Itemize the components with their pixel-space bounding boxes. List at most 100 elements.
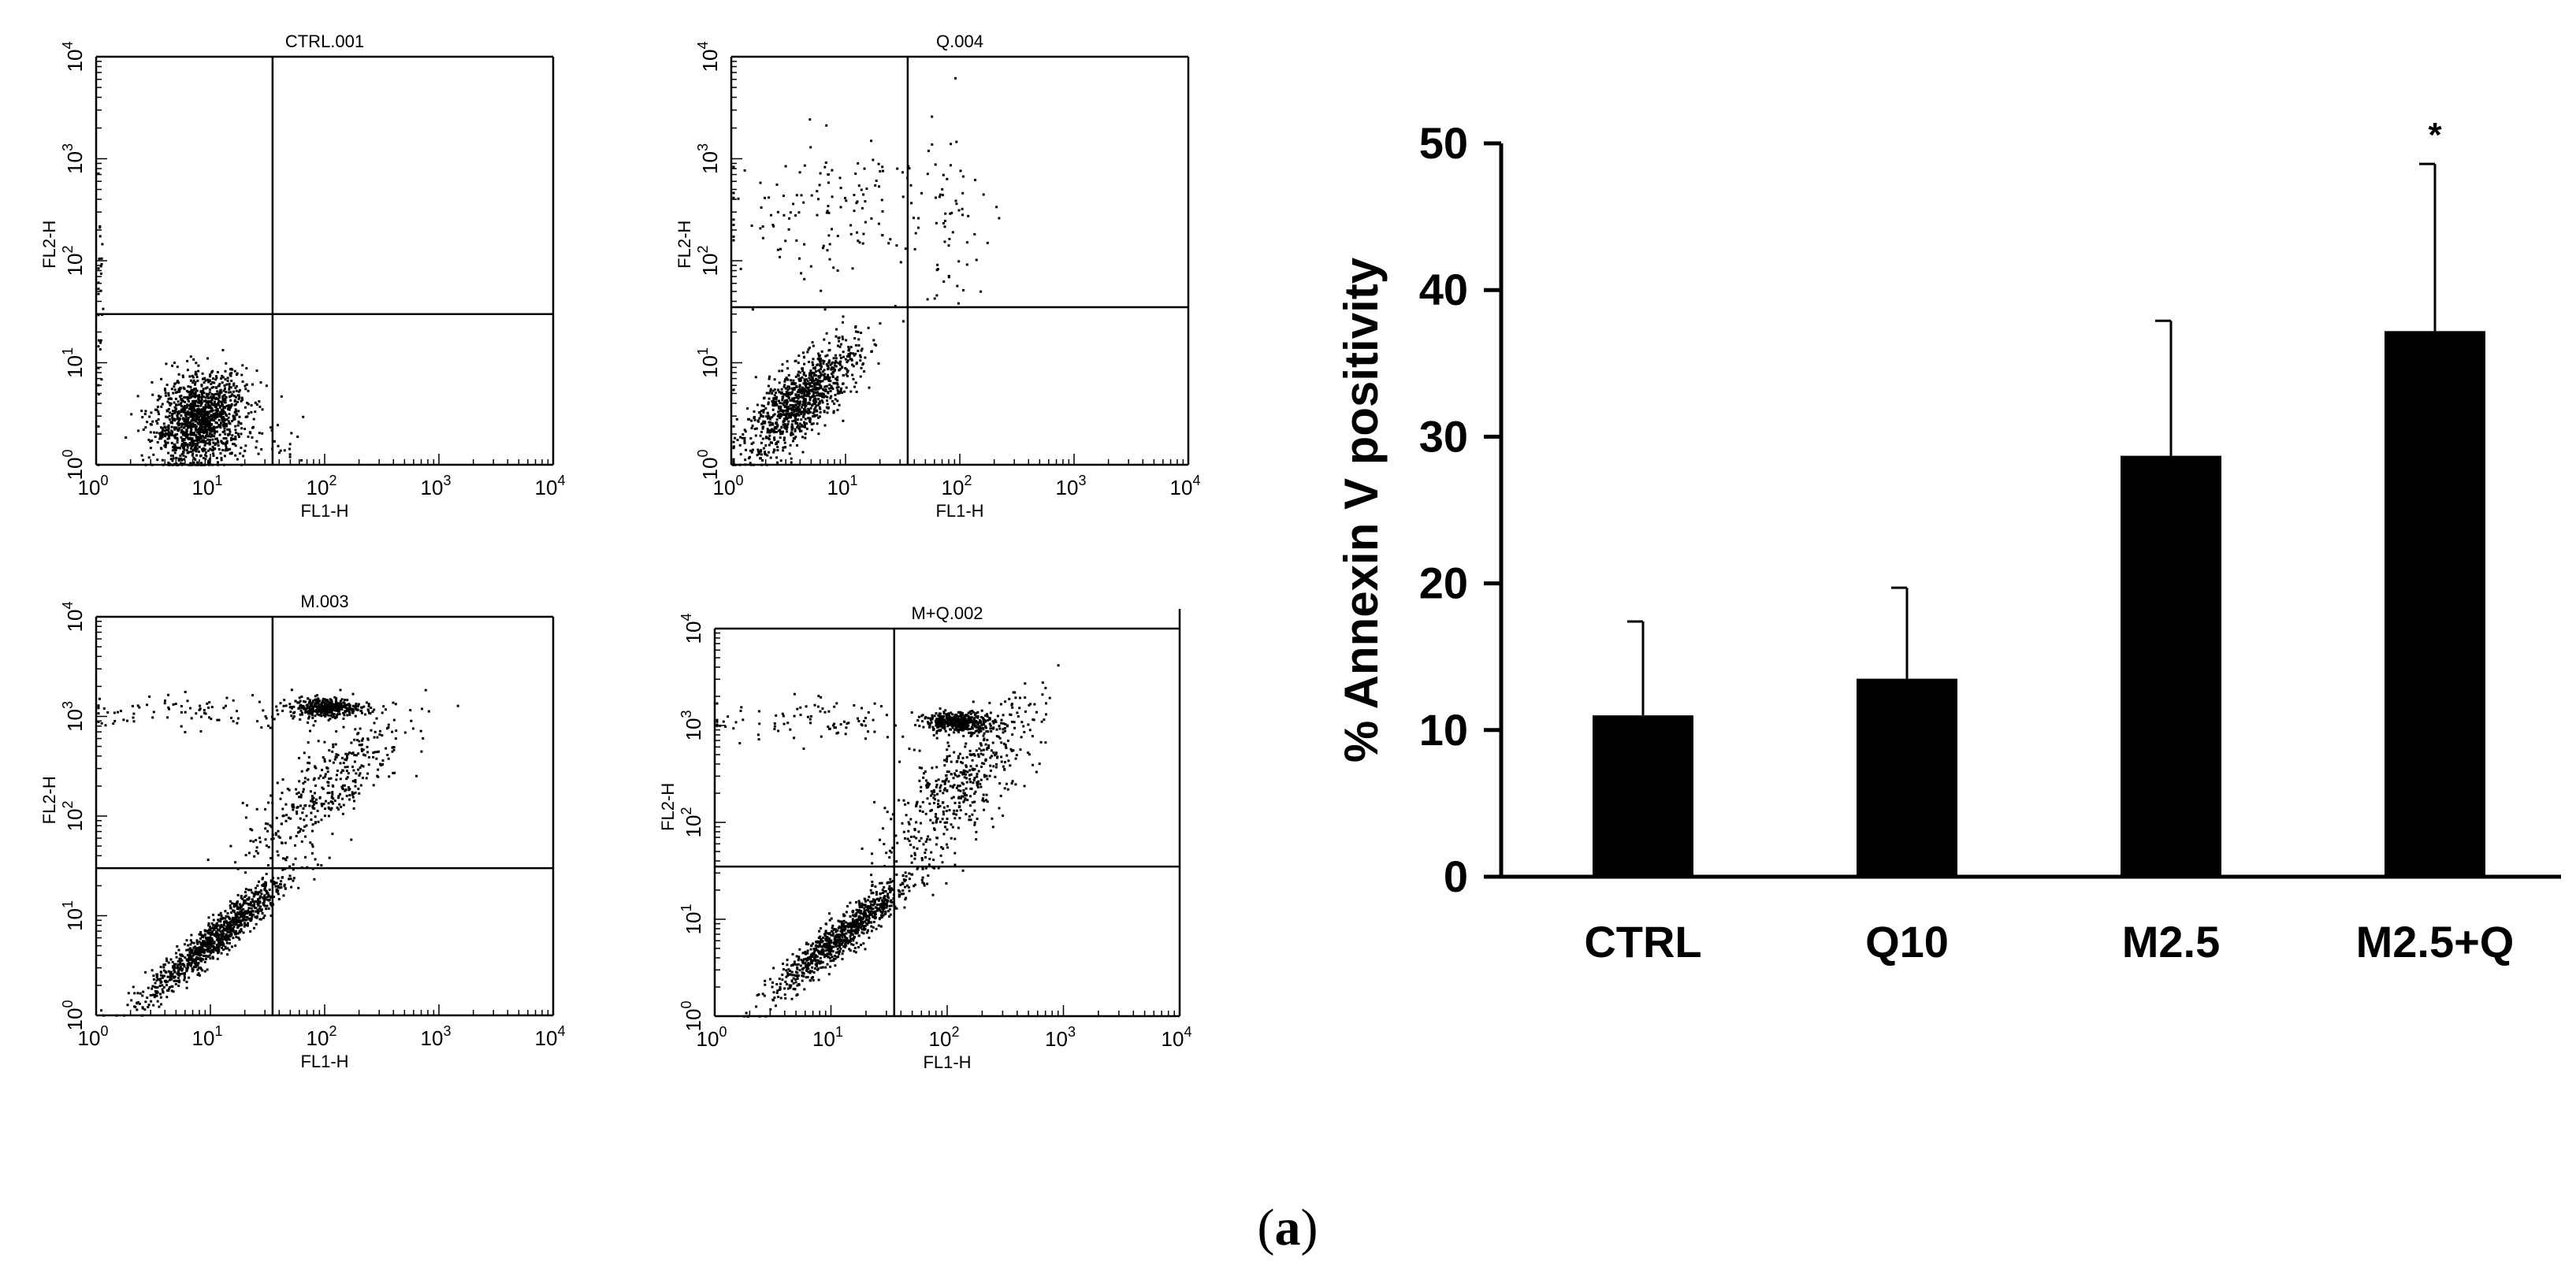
event-dot <box>235 915 238 918</box>
event-dot <box>250 410 253 414</box>
event-dot <box>738 463 742 466</box>
event-dot <box>337 808 340 811</box>
event-dot <box>818 402 821 405</box>
event-dot <box>266 864 269 866</box>
event-dot <box>258 880 260 883</box>
event-dot <box>252 895 255 898</box>
event-dot <box>208 463 210 466</box>
event-dot <box>267 907 270 910</box>
event-dot <box>826 384 828 388</box>
event-dot <box>753 410 756 413</box>
event-dot <box>177 381 180 384</box>
event-dot <box>824 161 827 164</box>
event-dot <box>804 399 807 402</box>
event-dot <box>255 403 258 406</box>
event-dot <box>312 803 315 806</box>
event-dot <box>916 226 920 229</box>
event-dot <box>860 366 863 369</box>
event-dot <box>828 360 831 363</box>
event-dot <box>367 703 370 706</box>
event-dot <box>331 833 334 836</box>
event-dot <box>854 343 857 347</box>
event-dot <box>217 447 221 451</box>
event-dot <box>186 403 189 406</box>
event-dot <box>266 822 269 826</box>
event-dot <box>300 713 303 716</box>
event-dot <box>732 196 735 199</box>
event-dot <box>297 826 300 829</box>
event-dot <box>210 706 214 709</box>
event-dot <box>346 776 349 779</box>
event-dot <box>786 391 789 395</box>
event-dot <box>838 391 841 395</box>
event-dot <box>162 990 165 993</box>
event-dot <box>262 882 266 885</box>
event-dot <box>358 774 361 777</box>
event-dot <box>336 769 339 772</box>
event-dot <box>841 391 844 394</box>
event-dot <box>836 391 839 395</box>
event-dot <box>789 443 792 447</box>
event-dot <box>826 395 829 399</box>
event-dot <box>812 383 816 386</box>
event-dot <box>240 373 243 377</box>
event-dot <box>192 941 195 944</box>
event-dot <box>339 792 341 796</box>
event-dot <box>156 406 159 408</box>
event-dot <box>378 733 381 736</box>
event-dot <box>289 836 292 839</box>
event-dot <box>225 915 228 918</box>
event-dot <box>779 459 782 462</box>
event-dot <box>328 856 331 859</box>
event-dot <box>162 433 165 436</box>
event-dot <box>189 406 192 409</box>
event-dot <box>281 709 284 712</box>
event-dot <box>203 409 206 412</box>
event-dot <box>190 388 193 391</box>
x-tick-label: 101 <box>827 473 858 499</box>
tick-marks <box>95 621 549 1016</box>
event-dot <box>326 770 329 774</box>
event-dot <box>768 416 771 419</box>
event-dot <box>181 438 184 441</box>
event-dot <box>807 388 810 391</box>
event-dot <box>274 832 277 835</box>
event-dot <box>319 707 322 711</box>
event-dot <box>224 369 227 373</box>
event-dot <box>239 910 242 913</box>
event-dot <box>331 750 334 753</box>
event-dot <box>340 707 342 711</box>
event-dot <box>826 210 829 213</box>
event-dot <box>797 402 799 405</box>
event-dot <box>148 695 151 698</box>
event-dot <box>342 705 345 708</box>
event-dot <box>826 377 829 380</box>
event-dot <box>234 861 237 864</box>
event-dot <box>793 396 796 399</box>
event-dot <box>316 809 319 812</box>
event-dot <box>209 404 212 407</box>
event-dot <box>901 320 905 323</box>
plot-title: M.003 <box>300 592 348 611</box>
event-dot <box>298 796 301 799</box>
event-dot <box>246 924 249 927</box>
event-dot <box>870 139 873 143</box>
event-dot <box>798 388 801 391</box>
event-dot <box>198 410 201 413</box>
event-dot <box>188 375 191 378</box>
event-dot <box>293 711 296 714</box>
event-dot <box>790 984 793 987</box>
event-dot <box>826 249 829 252</box>
event-dot <box>269 856 273 859</box>
event-dot <box>165 981 168 984</box>
event-dot <box>790 412 793 415</box>
event-dot <box>251 900 255 904</box>
event-dot <box>768 443 771 447</box>
event-dot <box>203 421 206 424</box>
event-dot <box>221 381 224 384</box>
event-dot <box>311 717 314 719</box>
event-dot <box>189 964 192 967</box>
event-dot <box>218 433 221 436</box>
event-dot <box>332 704 335 707</box>
event-dot <box>864 900 867 903</box>
